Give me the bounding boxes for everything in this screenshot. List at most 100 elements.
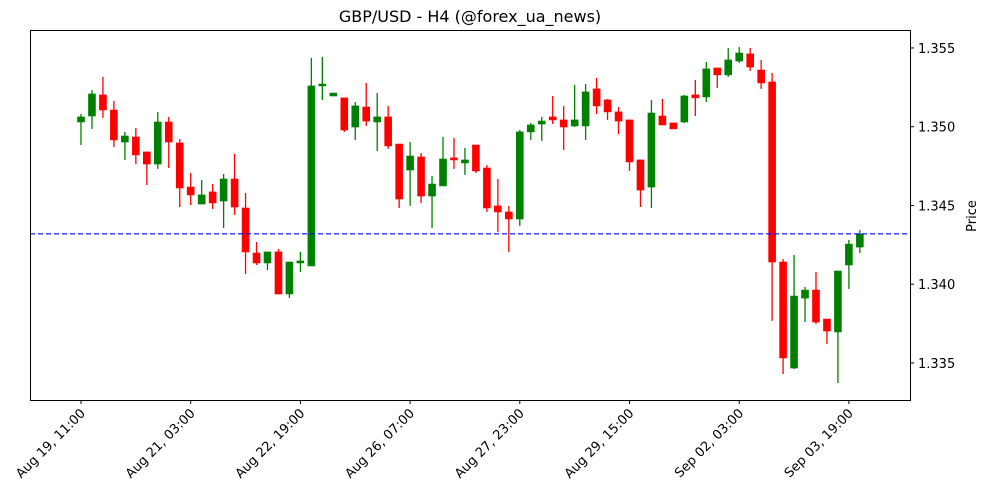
candle xyxy=(252,242,261,266)
candle xyxy=(406,141,414,206)
candle-body-up xyxy=(197,194,206,205)
candle-body-up xyxy=(373,116,381,123)
x-tick-label: Aug 22, 19:00 xyxy=(233,406,309,482)
candle-body-down xyxy=(252,252,261,264)
candle-body-up xyxy=(318,83,327,87)
candle xyxy=(680,94,689,123)
candle-body-down xyxy=(472,144,480,172)
candle xyxy=(647,99,656,208)
candle-body-up xyxy=(263,251,272,264)
candle xyxy=(724,47,733,77)
candle-body-up xyxy=(724,59,733,76)
candle xyxy=(483,164,491,212)
x-tick-label: Sep 03, 19:00 xyxy=(782,406,857,481)
candle-body-down xyxy=(110,109,118,141)
candle xyxy=(746,47,754,71)
candle-body-down xyxy=(548,116,557,121)
y-tick-label: 1.335 xyxy=(918,357,955,372)
candle xyxy=(132,127,140,165)
candle xyxy=(581,84,590,140)
candle xyxy=(768,73,776,321)
candle-body-down xyxy=(417,156,425,197)
candle-body-up xyxy=(406,155,414,171)
candle-body-up xyxy=(735,52,744,62)
candle xyxy=(153,111,162,169)
candle-body-down xyxy=(494,205,502,213)
candle-body-down xyxy=(669,122,678,130)
candle xyxy=(614,107,623,134)
candle-body-down xyxy=(143,151,151,165)
candle xyxy=(636,159,645,208)
candle-body-up xyxy=(461,159,469,164)
candle xyxy=(186,173,195,205)
candle-body-up xyxy=(790,295,798,369)
candle xyxy=(592,77,601,114)
y-tick-label: 1.345 xyxy=(918,199,955,214)
candle xyxy=(505,205,513,252)
candle-body-down xyxy=(559,119,568,128)
x-axis: Aug 19, 11:00 Aug 21, 03:00 Aug 22, 19:00 A… xyxy=(13,400,857,482)
candle-body-up xyxy=(834,270,842,333)
candle-body-down xyxy=(823,318,831,332)
candle xyxy=(428,176,436,228)
candle xyxy=(241,193,250,274)
candle xyxy=(548,95,557,125)
candle xyxy=(658,98,667,126)
candle xyxy=(274,248,283,295)
candle-body-down xyxy=(186,186,195,196)
candle xyxy=(823,318,831,345)
plot-frame xyxy=(30,30,911,401)
candle xyxy=(77,113,85,145)
candle-body-up xyxy=(537,120,546,125)
candle-body-down xyxy=(175,142,184,189)
candle-body-up xyxy=(428,183,436,197)
candle-body-up xyxy=(439,158,447,187)
candle-body-down xyxy=(274,251,283,295)
y-tick-label: 1.355 xyxy=(918,42,955,57)
candle xyxy=(175,138,184,208)
candle xyxy=(318,56,327,100)
candle-body-down xyxy=(208,191,217,204)
candle-body-up xyxy=(570,119,579,127)
candle xyxy=(472,144,480,174)
x-tick-label: Sep 02, 03:00 xyxy=(672,406,747,481)
candle-body-down xyxy=(362,106,371,122)
candle xyxy=(461,147,469,175)
candle xyxy=(164,116,173,168)
candle-body-up xyxy=(296,260,305,264)
candle-body-down xyxy=(340,97,349,131)
candle-body-down xyxy=(625,119,634,163)
candle-body-down xyxy=(658,115,667,126)
candle xyxy=(702,61,711,102)
x-tick-label: Aug 26, 07:00 xyxy=(342,406,418,482)
candle xyxy=(713,67,722,88)
candle-body-down xyxy=(779,261,787,359)
candle xyxy=(779,259,787,375)
candle xyxy=(329,92,338,97)
candle xyxy=(373,93,381,151)
candle-body-down xyxy=(812,289,820,323)
candle xyxy=(110,101,118,148)
candle xyxy=(537,116,546,142)
candle xyxy=(450,137,458,169)
candles-layer xyxy=(77,47,864,383)
candle xyxy=(395,143,403,208)
chart-title: GBP/USD - H4 (@forex_ua_news) xyxy=(339,7,601,27)
candle-body-down xyxy=(230,178,239,208)
candle-body-down xyxy=(768,81,776,263)
candle-body-up xyxy=(307,85,316,267)
candle-body-down xyxy=(505,211,513,220)
y-tick-label: 1.350 xyxy=(918,121,955,136)
candle xyxy=(790,254,798,369)
candle xyxy=(812,271,820,325)
candle-body-up xyxy=(88,93,96,117)
y-axis: 1.335 1.340 1.345 1.350 1.355 xyxy=(910,42,955,372)
candle xyxy=(208,184,217,209)
candle xyxy=(845,239,853,289)
candle xyxy=(494,179,502,232)
candle xyxy=(559,105,568,151)
candle-body-up xyxy=(680,95,689,123)
candle-body-down xyxy=(164,121,173,143)
candle xyxy=(296,251,305,272)
